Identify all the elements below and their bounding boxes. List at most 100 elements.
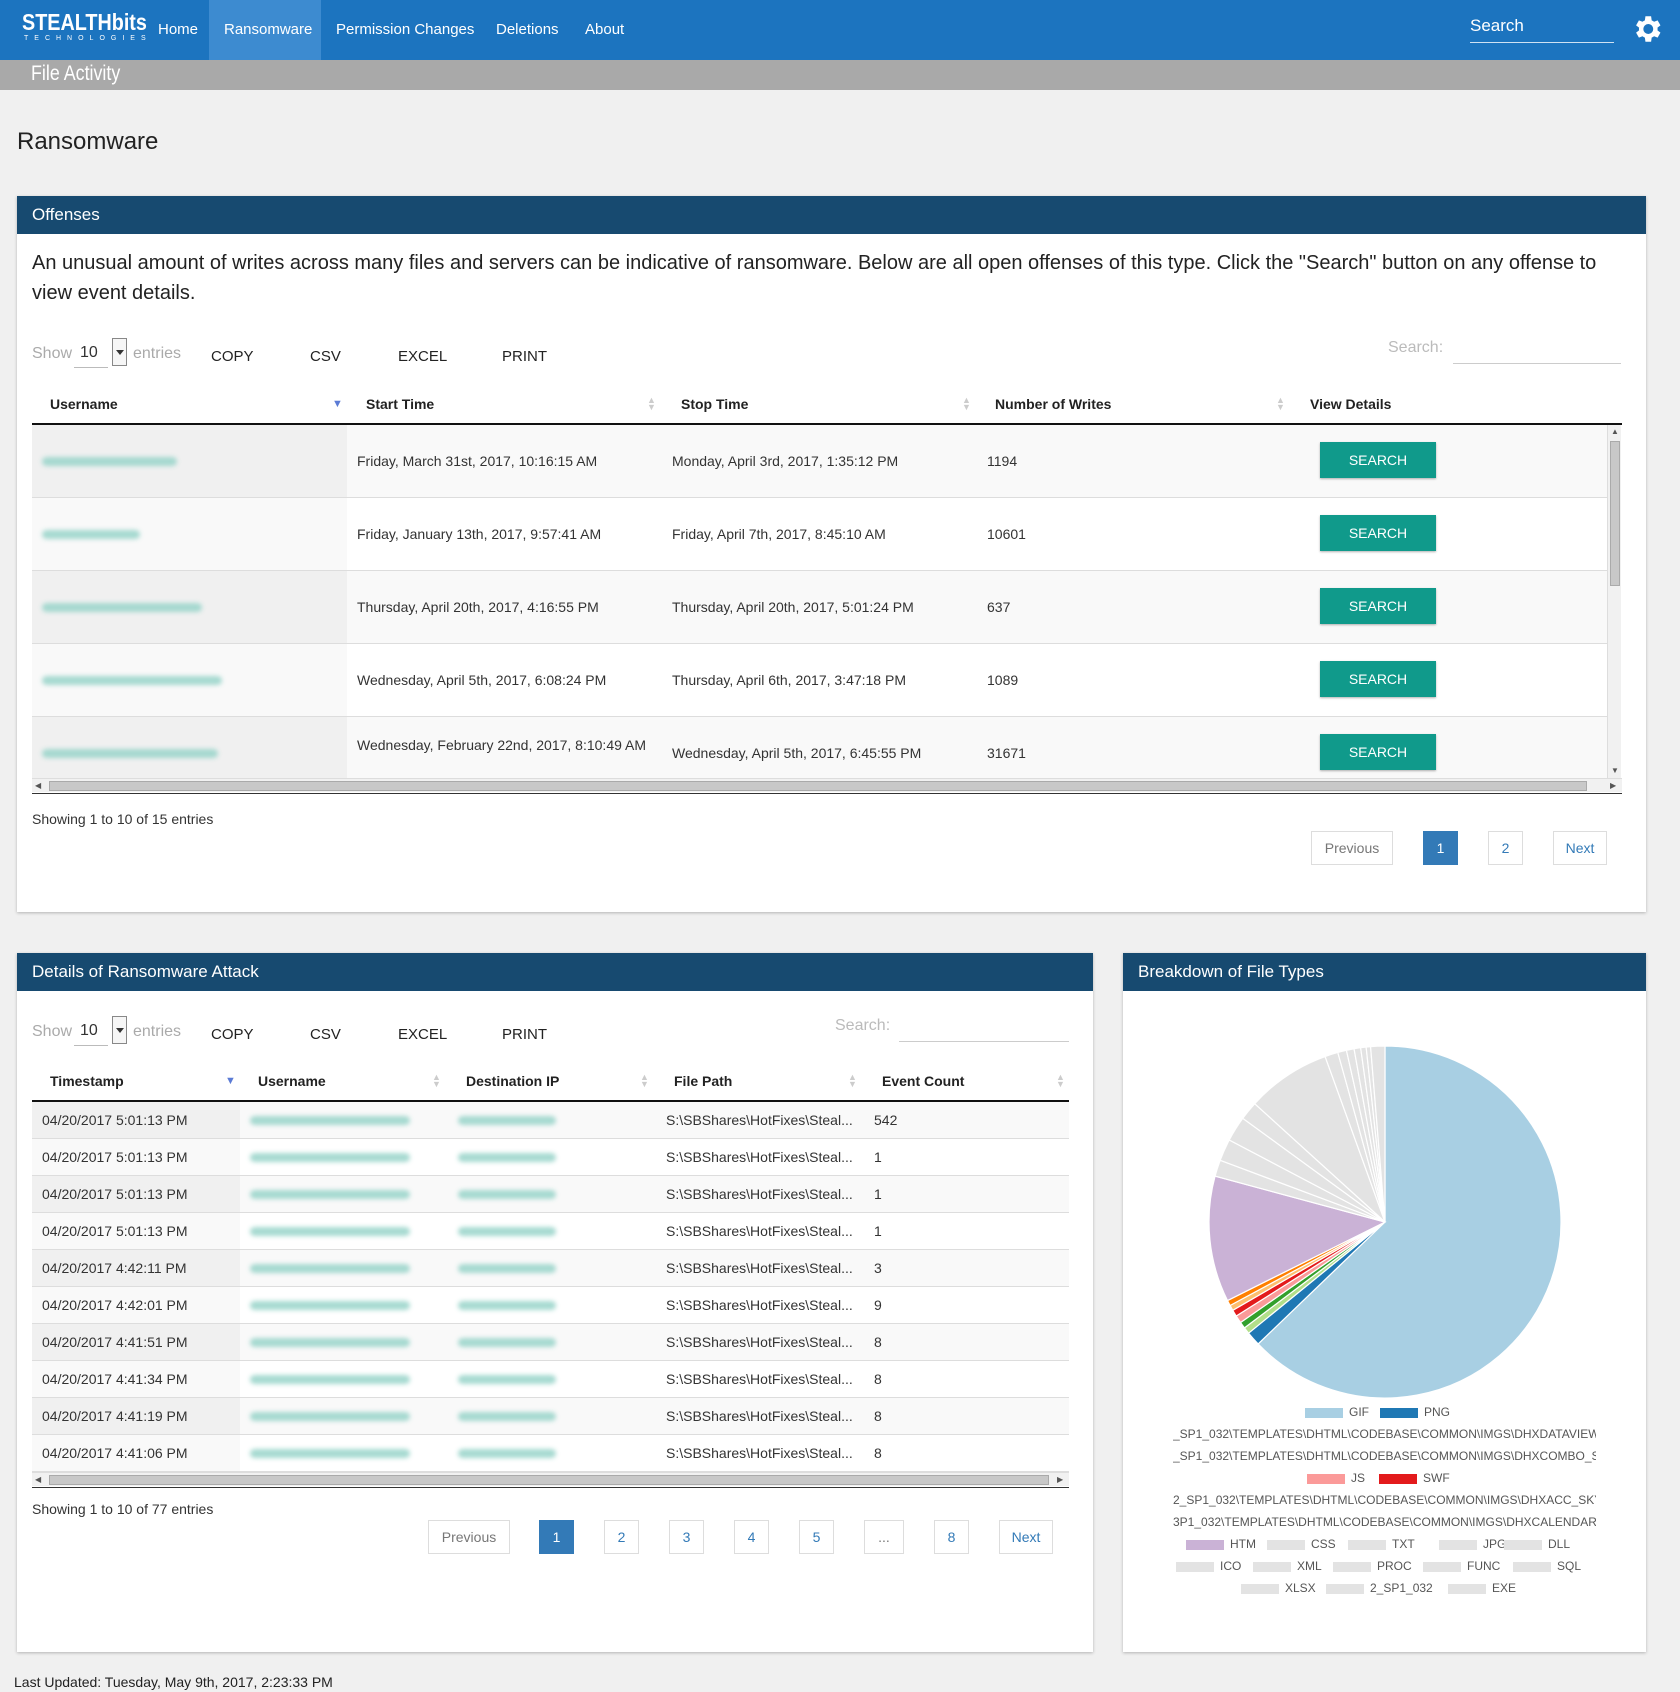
legend-item-sql[interactable]: SQL <box>1513 1559 1581 1573</box>
print-button[interactable]: PRINT <box>502 1026 547 1043</box>
legend-item-2-sp1-032-templates-dhtml-codebase-common-imgs-dhxacc-sky[interactable]: 2_SP1_032\TEMPLATES\DHTML\CODEBASE\COMMO… <box>1173 1493 1596 1507</box>
excel-button[interactable]: EXCEL <box>398 348 448 365</box>
logo[interactable]: STEALTHbits TECHNOLOGIES <box>22 10 167 42</box>
copy-button[interactable]: COPY <box>211 348 254 365</box>
nav-item-home[interactable]: Home <box>158 21 199 38</box>
col-start-time[interactable]: Start Time <box>366 396 435 412</box>
col-destination-ip[interactable]: Destination IP <box>466 1073 560 1089</box>
col-file-path[interactable]: File Path <box>674 1073 733 1089</box>
csv-button[interactable]: CSV <box>310 348 341 365</box>
pagination-next[interactable]: Next <box>1553 831 1607 865</box>
legend-item-xlsx[interactable]: XLSX <box>1241 1581 1316 1595</box>
sort-icon[interactable]: ▲ ▼ <box>647 395 656 412</box>
pagination-page-2[interactable]: 2 <box>1488 831 1523 865</box>
timestamp: 04/20/2017 5:01:13 PM <box>42 1186 188 1202</box>
nav-item-deletions[interactable]: Deletions <box>496 21 559 38</box>
print-button[interactable]: PRINT <box>502 348 547 365</box>
legend-item-htm[interactable]: HTM <box>1186 1537 1256 1551</box>
redacted-username[interactable] <box>42 676 222 685</box>
search-button[interactable]: SEARCH <box>1320 734 1436 770</box>
sort-icon[interactable]: ▲ ▼ <box>848 1072 857 1089</box>
redacted-username[interactable] <box>42 603 202 612</box>
redacted-username[interactable] <box>42 530 140 539</box>
copy-button[interactable]: COPY <box>211 1026 254 1043</box>
col-timestamp[interactable]: Timestamp <box>50 1073 124 1089</box>
pie-slice-htm[interactable] <box>1208 1175 1387 1302</box>
legend-item-ico[interactable]: ICO <box>1176 1559 1241 1573</box>
file-path: S:\SBShares\HotFixes\Steal... <box>666 1408 853 1424</box>
legend-item-gif[interactable]: GIF <box>1305 1405 1369 1419</box>
sort-desc-icon[interactable]: ▼ <box>332 398 343 410</box>
pagination-previous[interactable]: Previous <box>1311 831 1393 865</box>
pagination-page-1[interactable]: 1 <box>539 1520 574 1554</box>
chevron-down-icon[interactable] <box>112 338 127 366</box>
pagination-page-8[interactable]: 8 <box>934 1520 969 1554</box>
legend-item--sp1-032-templates-dhtml-codebase-common-imgs-dhxdataview-s[interactable]: _SP1_032\TEMPLATES\DHTML\CODEBASE\COMMON… <box>1173 1427 1596 1441</box>
sort-icon[interactable]: ▲ ▼ <box>640 1072 649 1089</box>
horizontal-scrollbar[interactable]: ◀ ▶ <box>32 1472 1069 1486</box>
legend-item-png[interactable]: PNG <box>1380 1405 1450 1419</box>
redacted-username[interactable] <box>42 749 218 758</box>
search-button[interactable]: SEARCH <box>1320 442 1436 478</box>
excel-button[interactable]: EXCEL <box>398 1026 448 1043</box>
redacted-ip <box>458 1227 556 1236</box>
sort-icon[interactable]: ▲ ▼ <box>962 395 971 412</box>
legend-item-txt[interactable]: TXT <box>1348 1537 1415 1551</box>
legend-item-2-sp1-032[interactable]: 2_SP1_032 <box>1326 1581 1433 1595</box>
pagination-page-3[interactable]: 3 <box>669 1520 704 1554</box>
chevron-down-icon[interactable] <box>112 1016 127 1044</box>
col-stop-time[interactable]: Stop Time <box>681 396 749 412</box>
legend-item-proc[interactable]: PROC <box>1333 1559 1412 1573</box>
offenses-table-body: Friday, March 31st, 2017, 10:16:15 AM Mo… <box>32 425 1622 778</box>
nav-item-ransomware[interactable]: Ransomware <box>209 0 321 60</box>
file-types-pie-chart <box>1208 1045 1562 1399</box>
col-username[interactable]: Username <box>258 1073 326 1089</box>
redacted-username[interactable] <box>42 457 177 466</box>
vertical-scrollbar[interactable]: ▲ ▼ <box>1607 425 1621 778</box>
search-button[interactable]: SEARCH <box>1320 661 1436 697</box>
legend-item-3p1-032-templates-dhtml-codebase-common-imgs-dhxcalendar-[interactable]: 3P1_032\TEMPLATES\DHTML\CODEBASE\COMMON\… <box>1173 1515 1596 1529</box>
pie-slice-gif[interactable] <box>1257 1045 1562 1399</box>
table-search-input[interactable] <box>899 1041 1069 1042</box>
legend-item-css[interactable]: CSS <box>1267 1537 1336 1551</box>
pagination-page-1[interactable]: 1 <box>1423 831 1458 865</box>
redacted-username <box>250 1412 410 1421</box>
pagination-next[interactable]: Next <box>999 1520 1053 1554</box>
col-username[interactable]: Username <box>50 396 118 412</box>
pagination-page-4[interactable]: 4 <box>734 1520 769 1554</box>
horizontal-scrollbar[interactable]: ◀ ▶ <box>32 778 1622 792</box>
entries-select[interactable]: 10 <box>74 1022 108 1046</box>
col-number-of-writes[interactable]: Number of Writes <box>995 396 1112 412</box>
sort-icon[interactable]: ▲ ▼ <box>432 1072 441 1089</box>
entries-select[interactable]: 10 <box>74 344 108 368</box>
legend-item-jpg[interactable]: JPG <box>1439 1537 1506 1551</box>
table-search-label: Search: <box>835 1017 891 1034</box>
legend-item--sp1-032-templates-dhtml-codebase-common-imgs-dhxcombo-sk[interactable]: _SP1_032\TEMPLATES\DHTML\CODEBASE\COMMON… <box>1173 1449 1596 1463</box>
pagination-page-5[interactable]: 5 <box>799 1520 834 1554</box>
legend-item-swf[interactable]: SWF <box>1379 1471 1450 1485</box>
table-search-input[interactable] <box>1453 363 1621 364</box>
sort-icon[interactable]: ▲ ▼ <box>1276 395 1285 412</box>
search-button[interactable]: SEARCH <box>1320 588 1436 624</box>
legend-item-exe[interactable]: EXE <box>1448 1581 1516 1595</box>
search-button[interactable]: SEARCH <box>1320 515 1436 551</box>
nav-item-permission-changes[interactable]: Permission Changes <box>336 21 475 38</box>
gear-icon[interactable] <box>1630 12 1664 46</box>
number-of-writes: 1089 <box>987 672 1019 688</box>
nav-search-input[interactable]: Search <box>1470 16 1614 43</box>
legend-item-xml[interactable]: XML <box>1253 1559 1322 1573</box>
legend-item-func[interactable]: FUNC <box>1423 1559 1500 1573</box>
legend-swatch <box>1326 1583 1364 1594</box>
pie-slice-exe[interactable] <box>1369 1045 1386 1223</box>
legend-item-dll[interactable]: DLL <box>1504 1537 1570 1551</box>
legend-label: XML <box>1297 1559 1322 1573</box>
pagination-previous[interactable]: Previous <box>428 1520 510 1554</box>
pagination-page-2[interactable]: 2 <box>604 1520 639 1554</box>
stop-time: Thursday, April 20th, 2017, 5:01:24 PM <box>672 599 914 615</box>
legend-item-js[interactable]: JS <box>1307 1471 1365 1485</box>
csv-button[interactable]: CSV <box>310 1026 341 1043</box>
sort-icon[interactable]: ▲ ▼ <box>1056 1072 1065 1089</box>
col-event-count[interactable]: Event Count <box>882 1073 965 1089</box>
nav-item-about[interactable]: About <box>585 21 625 38</box>
sort-desc-icon[interactable]: ▼ <box>225 1075 236 1087</box>
